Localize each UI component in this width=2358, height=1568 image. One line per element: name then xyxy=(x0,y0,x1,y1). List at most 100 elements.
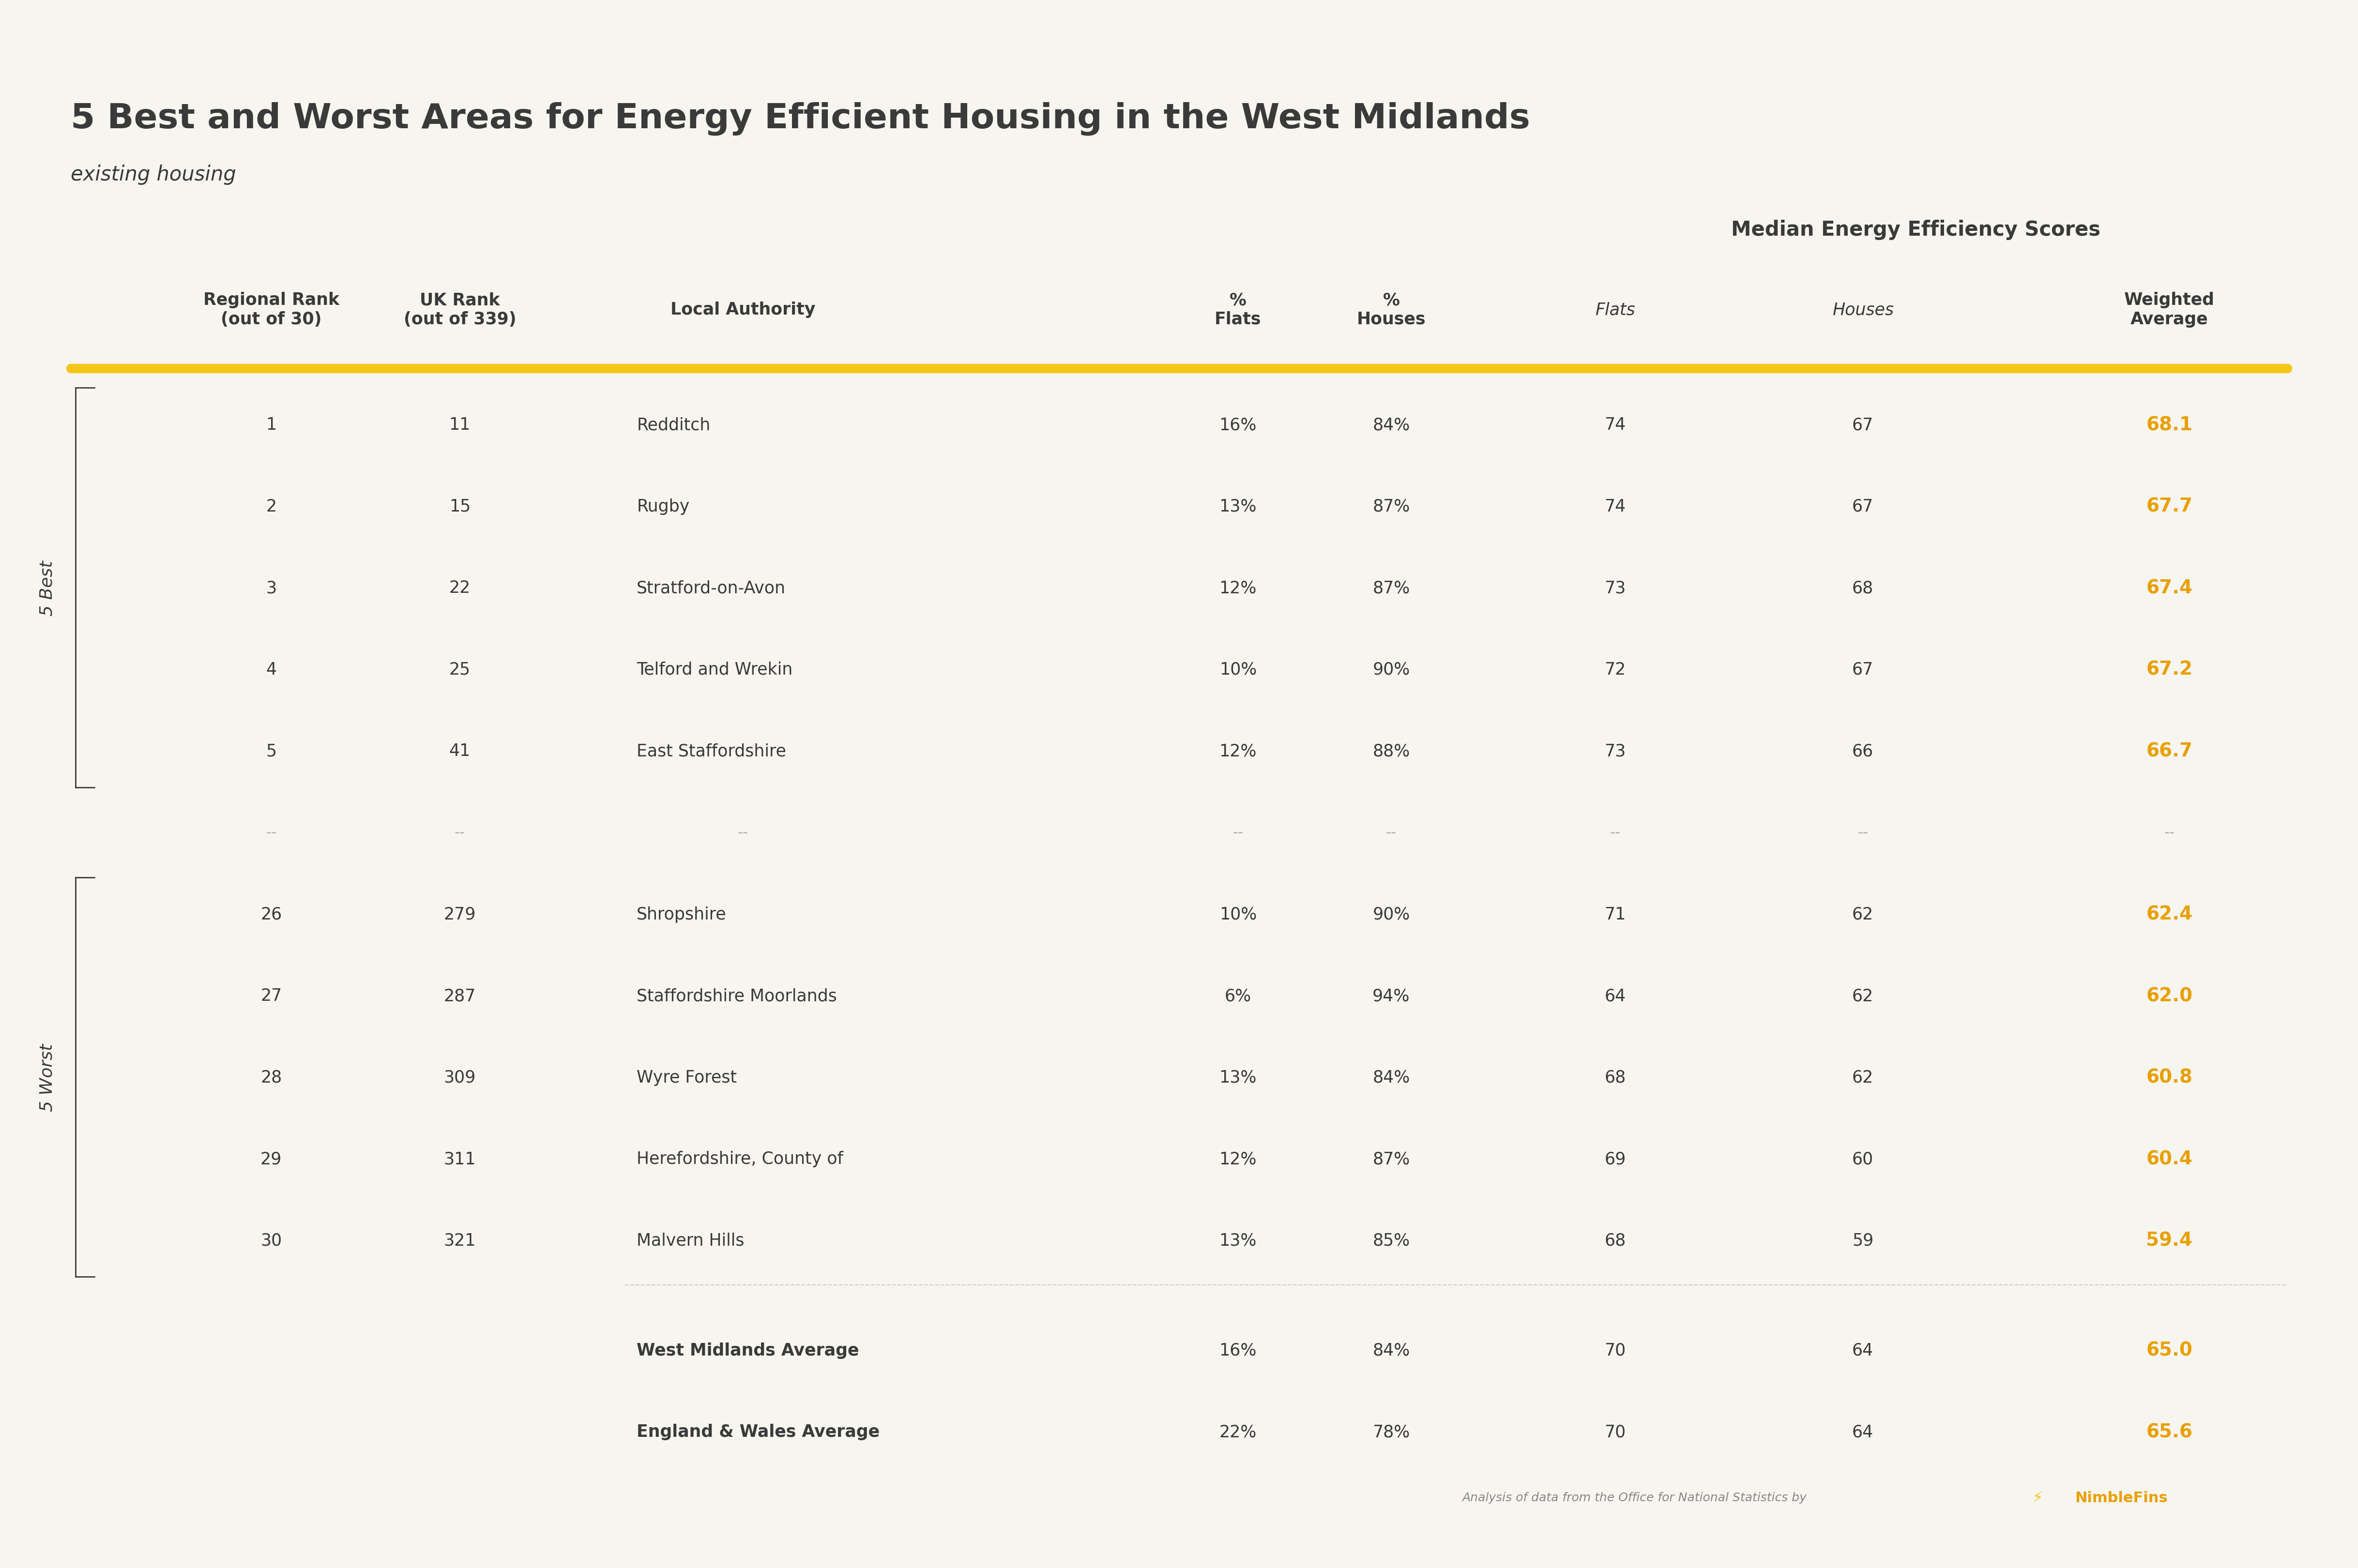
Text: 71: 71 xyxy=(1603,906,1627,922)
Text: 90%: 90% xyxy=(1372,906,1410,922)
Text: --: -- xyxy=(1611,826,1620,839)
Text: 65.0: 65.0 xyxy=(2146,1341,2193,1359)
Text: 67.2: 67.2 xyxy=(2146,660,2193,679)
Text: Median Energy Efficiency Scores: Median Energy Efficiency Scores xyxy=(1731,220,2101,240)
Text: 5 Best: 5 Best xyxy=(40,560,54,616)
Text: 60: 60 xyxy=(1851,1151,1875,1167)
Text: 59: 59 xyxy=(1851,1232,1875,1248)
Text: 73: 73 xyxy=(1603,743,1627,759)
Text: 64: 64 xyxy=(1603,988,1627,1004)
Text: UK Rank
(out of 339): UK Rank (out of 339) xyxy=(403,292,516,328)
Text: Malvern Hills: Malvern Hills xyxy=(637,1232,745,1248)
Text: 22%: 22% xyxy=(1219,1424,1257,1439)
Text: 16%: 16% xyxy=(1219,417,1257,433)
Text: 62: 62 xyxy=(1851,988,1875,1004)
Text: %
Houses: % Houses xyxy=(1356,292,1427,328)
Text: 4: 4 xyxy=(266,662,276,677)
Text: existing housing: existing housing xyxy=(71,165,236,185)
Text: --: -- xyxy=(738,826,747,839)
Text: 73: 73 xyxy=(1603,580,1627,596)
Text: Wyre Forest: Wyre Forest xyxy=(637,1069,738,1085)
Text: 65.6: 65.6 xyxy=(2146,1422,2193,1441)
Text: 60.4: 60.4 xyxy=(2146,1149,2193,1168)
Text: 87%: 87% xyxy=(1372,499,1410,514)
Text: 66.7: 66.7 xyxy=(2146,742,2193,760)
Text: ⚡: ⚡ xyxy=(2033,1491,2042,1504)
Text: 62.4: 62.4 xyxy=(2146,905,2193,924)
Text: Staffordshire Moorlands: Staffordshire Moorlands xyxy=(637,988,837,1004)
Text: East Staffordshire: East Staffordshire xyxy=(637,743,785,759)
Text: Shropshire: Shropshire xyxy=(637,906,726,922)
Text: Herefordshire, County of: Herefordshire, County of xyxy=(637,1151,844,1167)
Text: Regional Rank
(out of 30): Regional Rank (out of 30) xyxy=(203,292,340,328)
Text: Weighted
Average: Weighted Average xyxy=(2125,292,2214,328)
Text: 309: 309 xyxy=(443,1069,476,1085)
Text: 84%: 84% xyxy=(1372,1069,1410,1085)
Text: %
Flats: % Flats xyxy=(1214,292,1262,328)
Text: 10%: 10% xyxy=(1219,662,1257,677)
Text: 279: 279 xyxy=(443,906,476,922)
Text: 5 Best and Worst Areas for Energy Efficient Housing in the West Midlands: 5 Best and Worst Areas for Energy Effici… xyxy=(71,102,1530,135)
Text: 12%: 12% xyxy=(1219,580,1257,596)
Text: --: -- xyxy=(1387,826,1396,839)
Text: 87%: 87% xyxy=(1372,1151,1410,1167)
Text: 84%: 84% xyxy=(1372,1342,1410,1358)
Text: 27: 27 xyxy=(259,988,283,1004)
Text: Houses: Houses xyxy=(1832,301,1893,318)
Text: 85%: 85% xyxy=(1372,1232,1410,1248)
Text: Stratford-on-Avon: Stratford-on-Avon xyxy=(637,580,785,596)
Text: 62.0: 62.0 xyxy=(2146,986,2193,1005)
Text: 74: 74 xyxy=(1603,499,1627,514)
Text: 67: 67 xyxy=(1851,662,1875,677)
Text: 60.8: 60.8 xyxy=(2146,1068,2193,1087)
Text: 1: 1 xyxy=(266,417,276,433)
Text: 68: 68 xyxy=(1603,1069,1627,1085)
Text: 41: 41 xyxy=(448,743,472,759)
Text: 78%: 78% xyxy=(1372,1424,1410,1439)
Text: 88%: 88% xyxy=(1372,743,1410,759)
Text: 30: 30 xyxy=(259,1232,283,1248)
Text: 13%: 13% xyxy=(1219,1069,1257,1085)
Text: 13%: 13% xyxy=(1219,1232,1257,1248)
Text: 12%: 12% xyxy=(1219,743,1257,759)
Text: Telford and Wrekin: Telford and Wrekin xyxy=(637,662,792,677)
Text: 12%: 12% xyxy=(1219,1151,1257,1167)
Text: 68: 68 xyxy=(1851,580,1875,596)
Text: 70: 70 xyxy=(1603,1342,1627,1358)
Text: Redditch: Redditch xyxy=(637,417,710,433)
Text: 311: 311 xyxy=(443,1151,476,1167)
Text: 25: 25 xyxy=(448,662,472,677)
Text: 16%: 16% xyxy=(1219,1342,1257,1358)
Text: 13%: 13% xyxy=(1219,499,1257,514)
Text: 3: 3 xyxy=(266,580,276,596)
Text: 70: 70 xyxy=(1603,1424,1627,1439)
Text: 11: 11 xyxy=(448,417,472,433)
Text: --: -- xyxy=(1858,826,1868,839)
Text: --: -- xyxy=(455,826,465,839)
Text: 67: 67 xyxy=(1851,499,1875,514)
Text: 2: 2 xyxy=(266,499,276,514)
Text: 321: 321 xyxy=(443,1232,476,1248)
Text: 68: 68 xyxy=(1603,1232,1627,1248)
Text: 5: 5 xyxy=(266,743,276,759)
Text: 59.4: 59.4 xyxy=(2146,1231,2193,1250)
Text: 68.1: 68.1 xyxy=(2146,416,2193,434)
Text: England & Wales Average: England & Wales Average xyxy=(637,1424,880,1439)
Text: 64: 64 xyxy=(1851,1424,1875,1439)
Text: 66: 66 xyxy=(1851,743,1875,759)
Text: 64: 64 xyxy=(1851,1342,1875,1358)
Text: --: -- xyxy=(1233,826,1243,839)
Text: --: -- xyxy=(266,826,276,839)
Text: Rugby: Rugby xyxy=(637,499,689,514)
Text: 72: 72 xyxy=(1603,662,1627,677)
Text: 5 Worst: 5 Worst xyxy=(40,1043,54,1112)
Text: 90%: 90% xyxy=(1372,662,1410,677)
Text: 69: 69 xyxy=(1603,1151,1627,1167)
Text: West Midlands Average: West Midlands Average xyxy=(637,1342,858,1358)
Text: Local Authority: Local Authority xyxy=(670,301,816,318)
Text: 62: 62 xyxy=(1851,1069,1875,1085)
Text: 10%: 10% xyxy=(1219,906,1257,922)
Text: 74: 74 xyxy=(1603,417,1627,433)
Text: 287: 287 xyxy=(443,988,476,1004)
Text: 26: 26 xyxy=(259,906,283,922)
